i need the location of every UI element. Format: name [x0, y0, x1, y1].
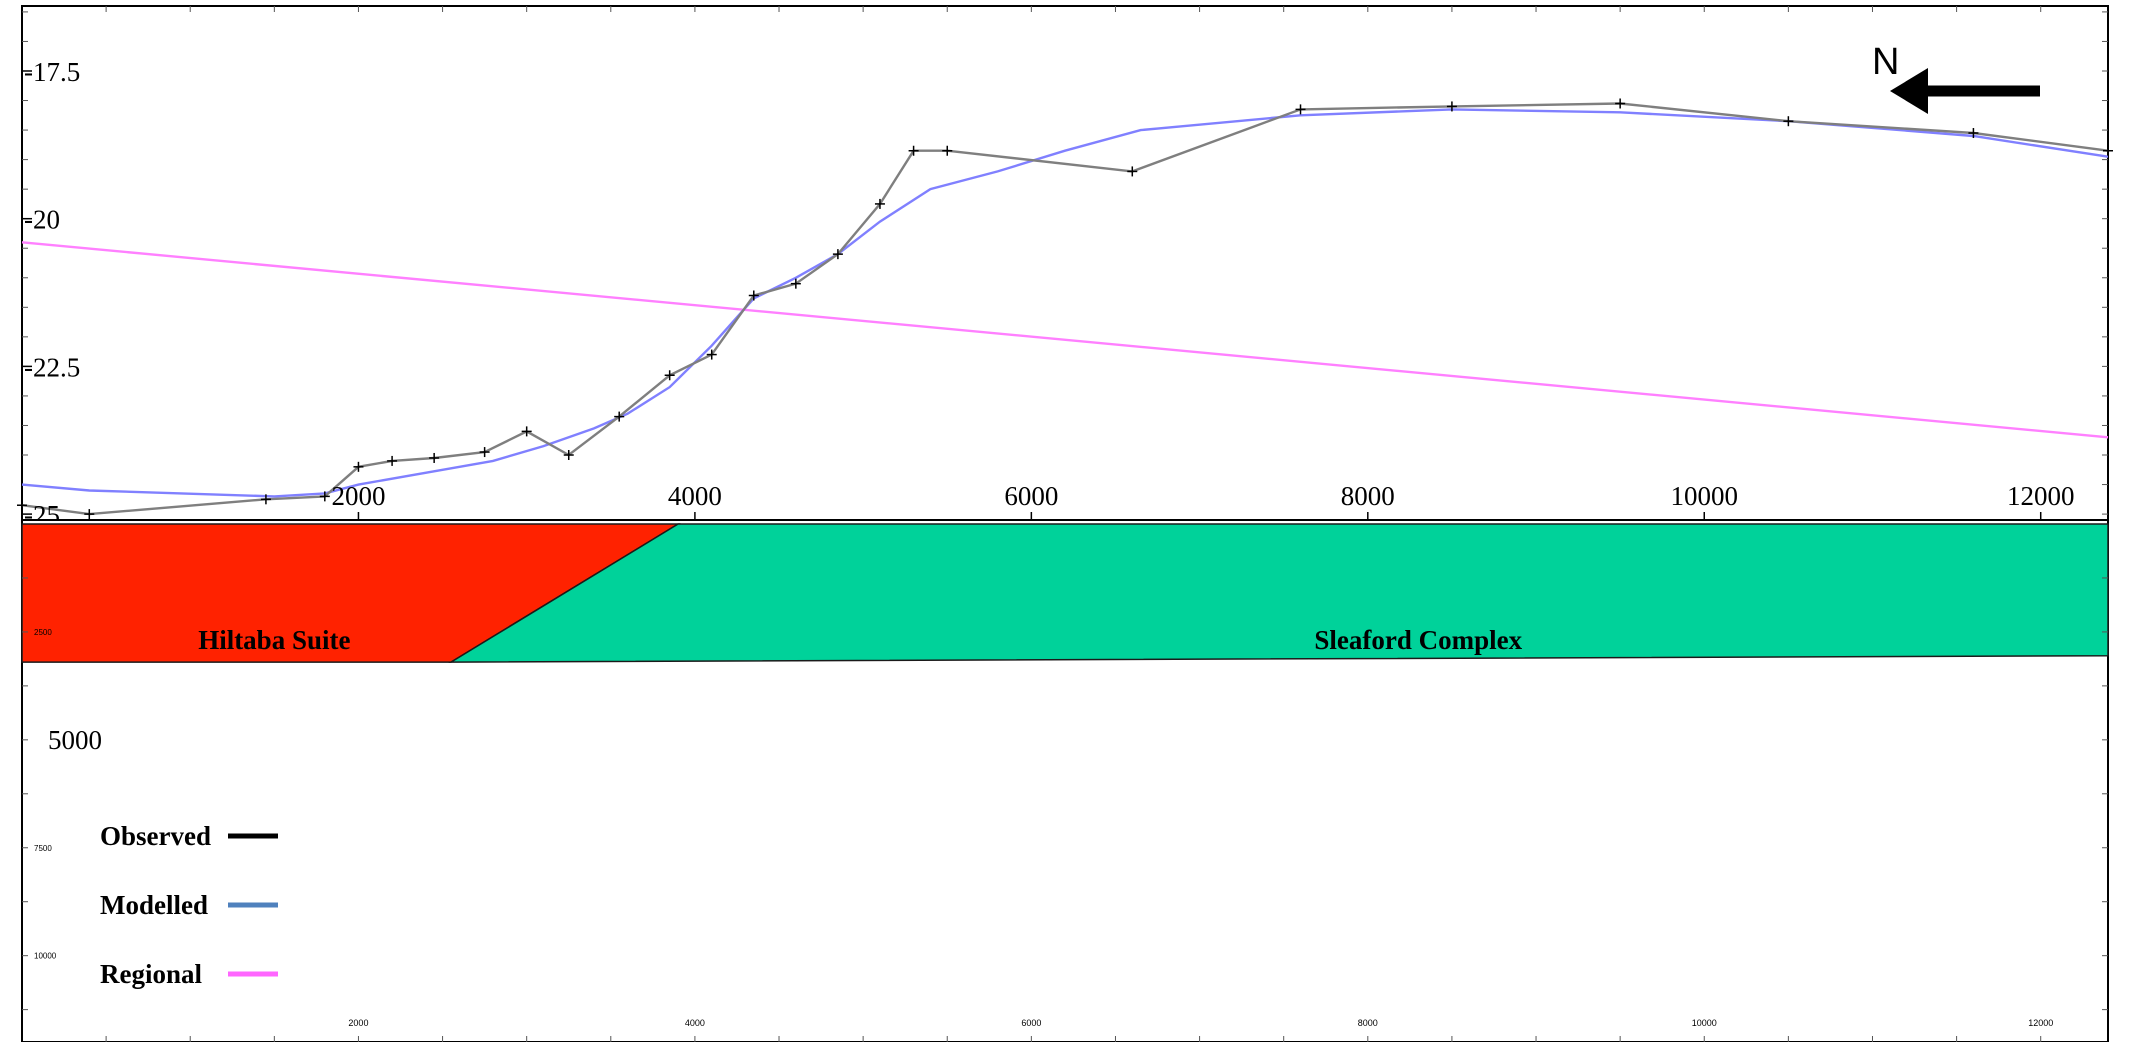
x-tick-label: 2000 — [331, 481, 385, 511]
section-bodies-group: Hiltaba Suite Sleaford Complex — [21, 523, 2109, 663]
y-tick-label: -22.5 — [24, 352, 80, 382]
series-point-observed — [353, 461, 364, 472]
series-point-observed — [17, 500, 27, 511]
section-y-tick-label: 10000 — [34, 952, 57, 961]
section-x-tick-label: 10000 — [1692, 1018, 1717, 1028]
legend: Observed Modelled Regional — [100, 821, 278, 989]
series-point-observed — [614, 411, 625, 422]
north-arrow-label: N — [1872, 41, 1899, 83]
series-point-observed — [521, 426, 532, 437]
section-x-tick-label: 8000 — [1358, 1018, 1378, 1028]
legend-label: Observed — [100, 821, 211, 851]
body-label-hiltaba-suite: Hiltaba Suite — [198, 625, 350, 655]
series-point-observed — [1446, 101, 1457, 112]
section-x-tick-label: 2000 — [348, 1018, 368, 1028]
x-tick-label: 8000 — [1341, 481, 1395, 511]
section-y-tick-label: 5000 — [48, 725, 102, 755]
legend-label: Regional — [100, 959, 203, 989]
profile-series-group — [17, 98, 2113, 520]
body-label-sleaford-complex: Sleaford Complex — [1314, 625, 1522, 655]
legend-item-observed: Observed — [100, 821, 278, 851]
series-line-observed — [21, 102, 2109, 516]
section-tick-group — [22, 577, 2108, 1042]
x-tick-label: 10000 — [1671, 481, 1739, 511]
x-tick-label: 4000 — [668, 481, 722, 511]
series-point-observed — [942, 145, 953, 156]
profile-frame — [21, 5, 2109, 521]
x-tick-label: 6000 — [1004, 481, 1058, 511]
y-tick-label: -17.5 — [24, 57, 80, 87]
series-point-observed — [479, 447, 490, 458]
series-point-observed — [706, 349, 717, 360]
section-y-tick-label: 7500 — [34, 844, 52, 853]
series-point-observed — [1295, 104, 1306, 115]
series-point-observed — [387, 455, 398, 466]
north-arrow: N — [1872, 41, 2040, 114]
series-point-observed — [790, 278, 801, 289]
section-tick-labels: 2000 4000 6000 8000 10000 12000 2500 5000 7500 10… — [34, 628, 2053, 1028]
legend-item-regional: Regional — [100, 959, 278, 989]
section-x-tick-label: 12000 — [2028, 1018, 2053, 1028]
legend-item-modelled: Modelled — [100, 890, 278, 920]
series-point-observed — [84, 509, 95, 520]
series-point-observed — [1127, 166, 1138, 177]
north-arrow-head-icon — [1890, 68, 1928, 114]
profile-tick-group — [22, 6, 2108, 515]
series-point-observed — [1615, 98, 1626, 109]
x-tick-label: 12000 — [2007, 481, 2075, 511]
series-point-observed — [874, 198, 885, 209]
series-point-observed — [563, 450, 574, 461]
geological-section-panel: Hiltaba Suite Sleaford Complex 2000 4000 60… — [21, 519, 2109, 1042]
section-x-tick-label: 6000 — [1021, 1018, 1041, 1028]
series-point-observed — [319, 491, 330, 502]
series-point-observed — [1783, 116, 1794, 127]
series-point-observed — [1968, 128, 1979, 139]
series-point-observed — [908, 145, 919, 156]
series-point-observed — [2103, 145, 2113, 156]
series-line-modelled — [21, 108, 2109, 498]
series-point-observed — [260, 494, 271, 505]
series-point-observed — [748, 290, 759, 301]
y-tick-label: -20 — [24, 205, 60, 235]
series-point-observed — [832, 249, 843, 260]
series-point-observed — [429, 452, 440, 463]
series-point-observed — [664, 370, 675, 381]
body-sleaford-complex — [448, 523, 2109, 663]
legend-label: Modelled — [100, 890, 208, 920]
series-line-regional — [21, 241, 2109, 439]
section-x-tick-label: 4000 — [685, 1018, 705, 1028]
section-y-tick-label: 2500 — [34, 628, 52, 637]
